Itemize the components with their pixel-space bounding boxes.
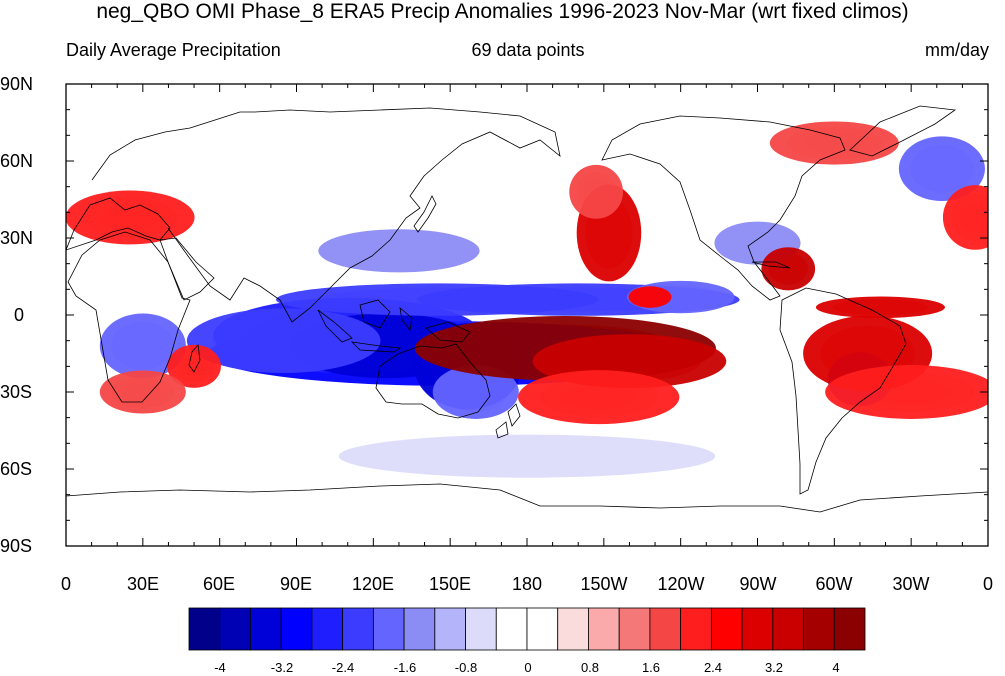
colorbar-box-0 xyxy=(188,607,221,651)
anomaly-region-23-level-0 xyxy=(825,365,988,419)
lon-label-30e: 30E xyxy=(126,574,160,594)
colorbar-box-2 xyxy=(250,607,282,651)
lon-label-120w: 120W xyxy=(657,574,705,594)
lat-label-90n: 90N xyxy=(0,74,34,94)
anomaly-region-17-level-0 xyxy=(518,370,680,425)
coastlines xyxy=(66,105,988,513)
colorbar-box-1 xyxy=(219,607,251,651)
cb-label-2: -3.2 xyxy=(270,660,294,675)
cb-label-1: -4 xyxy=(214,660,226,675)
colorbar-box-17 xyxy=(710,607,743,651)
lon-label-0-end: 0 xyxy=(982,574,993,594)
colorbar-box-18 xyxy=(741,607,774,651)
colorbar-box-15 xyxy=(649,607,682,651)
lon-label-150w: 150W xyxy=(580,574,628,594)
lon-label-120e: 120E xyxy=(351,574,395,594)
colorbar-box-13 xyxy=(588,607,620,651)
lon-label-0: 0 xyxy=(60,574,71,594)
anomaly-region-9-level-0 xyxy=(99,313,186,379)
cb-label-4: -1.6 xyxy=(393,660,417,675)
colorbar-box-11 xyxy=(526,607,559,651)
map-title: neg_QBO OMI Phase_8 ERA5 Precip Anomalie… xyxy=(96,0,909,23)
colorbar-box-14 xyxy=(618,607,651,651)
colorbar-box-6 xyxy=(372,607,405,651)
cb-label-9: 2.4 xyxy=(703,660,723,675)
colorbar-box-7 xyxy=(403,607,436,651)
colorbar-box-20 xyxy=(803,607,835,651)
cb-label-8: 1.6 xyxy=(641,660,661,675)
lat-label-eq: 0 xyxy=(14,305,25,325)
colorbar-box-16 xyxy=(680,607,712,651)
anomaly-region-26-level-0 xyxy=(66,190,195,245)
anomaly-region-12-level-0 xyxy=(318,229,480,273)
subtitle-center: 69 data points xyxy=(471,40,585,60)
lat-label-60s: 60S xyxy=(0,459,33,479)
lon-label-90w: 90W xyxy=(739,574,777,594)
cb-label-10: 3.2 xyxy=(764,660,784,675)
anomaly-region-20-level-0 xyxy=(761,247,816,291)
anomaly-region-29-level-0 xyxy=(942,185,988,250)
colorbar xyxy=(188,607,866,651)
anomaly-region-19-level-0 xyxy=(569,164,624,219)
cb-label-6: 0 xyxy=(524,660,532,675)
anomaly-region-11-level-0 xyxy=(898,136,985,202)
lat-label-90s: 90S xyxy=(0,536,33,556)
anomaly-region-3-level-0 xyxy=(186,308,381,374)
cb-label-3: -2.4 xyxy=(331,660,355,675)
anomaly-field xyxy=(66,121,988,478)
lon-label-150e: 150E xyxy=(428,574,472,594)
axis-ticks xyxy=(65,83,989,547)
anomaly-region-25-level-0 xyxy=(99,370,186,414)
lon-label-180: 180 xyxy=(511,574,543,594)
lon-label-60e: 60E xyxy=(202,574,236,594)
lat-label-60n: 60N xyxy=(0,151,34,171)
lon-label-30w: 30W xyxy=(892,574,930,594)
anomaly-region-24-level-0 xyxy=(167,344,221,388)
anomaly-region-27-level-0 xyxy=(769,121,899,165)
anomaly-region-8-level-0 xyxy=(432,365,519,419)
lon-label-90e: 90E xyxy=(279,574,313,594)
subtitle-left: Daily Average Precipitation xyxy=(66,40,281,60)
anomaly-region-21-level-0 xyxy=(815,296,945,319)
anomaly-region-14-level-0 xyxy=(338,434,716,478)
anomaly-region-28-level-0 xyxy=(628,286,672,308)
colorbar-box-4 xyxy=(311,607,344,651)
colorbar-box-19 xyxy=(772,607,804,651)
lat-label-30n: 30N xyxy=(0,228,34,248)
subtitle-units: mm/day xyxy=(924,40,989,60)
lon-label-60w: 60W xyxy=(815,574,853,594)
lat-label-30s: 30S xyxy=(0,382,33,402)
colorbar-box-3 xyxy=(280,607,313,651)
cb-label-7: 0.8 xyxy=(580,660,600,675)
colorbar-box-10 xyxy=(495,607,528,651)
colorbar-box-21 xyxy=(833,607,866,651)
colorbar-box-8 xyxy=(434,607,466,651)
cb-label-11: 4 xyxy=(832,660,840,675)
colorbar-box-5 xyxy=(342,607,374,651)
cb-label-5: -0.8 xyxy=(454,660,478,675)
colorbar-box-12 xyxy=(557,607,589,651)
colorbar-box-9 xyxy=(465,607,497,651)
